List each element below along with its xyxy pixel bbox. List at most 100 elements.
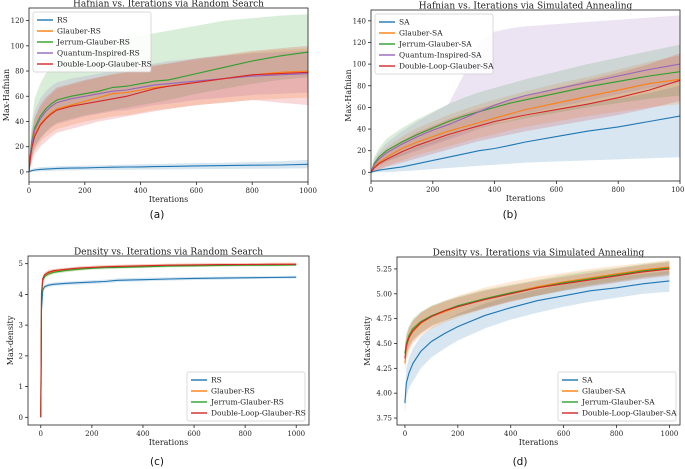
y-tick-label: 4.75 [376, 315, 392, 323]
x-axis-label: Iterations [149, 195, 189, 204]
legend-box [186, 371, 306, 422]
series-line-1 [40, 276, 297, 418]
chart-title: Hafnian vs. Iterations via Simulated Ann… [419, 2, 633, 12]
series-line-3 [40, 264, 297, 418]
legend: SA Glauber-SA Jerrum-Glauber-SA Double-Loop… [557, 371, 677, 422]
y-tick-label: 3 [19, 322, 23, 330]
y-tick-label: 5.00 [376, 290, 392, 298]
plot-frame [396, 256, 681, 426]
series-band-2 [29, 48, 308, 172]
series-line-3 [404, 267, 670, 354]
x-tick-label: 600 [187, 430, 200, 438]
legend-entry: SA [399, 18, 410, 27]
y-tick-label: 0 [362, 169, 366, 177]
x-tick-label: 0 [27, 187, 31, 195]
legend-entry: Double-Loop-Glauber-RS [211, 409, 306, 418]
series-line-4 [40, 263, 297, 418]
series-line-4 [404, 268, 670, 359]
x-tick-label: 800 [238, 430, 251, 438]
series-line-1 [404, 280, 670, 404]
x-tick-label: 1000 [671, 186, 685, 194]
y-tick-label: 40 [357, 126, 366, 134]
x-tick-label: 800 [610, 430, 623, 438]
legend-box [557, 371, 677, 422]
x-tick-label: 800 [612, 186, 625, 194]
legend-entry: Jerrum-Glauber-RS [56, 38, 130, 47]
x-tick-label: 1000 [661, 430, 679, 438]
series-band-3 [371, 44, 680, 173]
x-tick-label: 0 [403, 430, 407, 438]
chart-title: Hafnian vs. Iterations via Random Search [73, 0, 264, 10]
series-band-2 [371, 55, 680, 173]
series-band-4 [404, 262, 670, 369]
y-axis-label: Max-Hafnian [344, 69, 353, 121]
plot-frame [27, 255, 310, 426]
series-line-1 [371, 115, 680, 173]
legend: RS Glauber-RS Jerrum-Glauber-RS Quantum-Ins… [32, 11, 152, 73]
y-tick-label: 4.25 [376, 365, 392, 373]
x-tick-label: 0 [39, 430, 43, 438]
y-tick-label: 120 [353, 39, 366, 47]
series-line-4 [371, 63, 680, 173]
legend-entry: Jerrum-Glauber-SA [581, 398, 655, 407]
legend-entry: Glauber-RS [211, 387, 255, 396]
chart-panel-4: 0 200 400 600 800 1000 3.75 4.00 4.25 4.50 4.75 5.0… [363, 249, 681, 468]
legend-box [32, 11, 152, 73]
x-tick-label: 200 [78, 187, 91, 195]
series-line-3 [29, 51, 308, 172]
panel-caption: (b) [503, 209, 518, 221]
series-band-4 [371, 15, 680, 173]
series-line-3 [371, 71, 680, 173]
plot-frame [28, 7, 309, 183]
x-tick-label: 0 [369, 186, 373, 194]
y-axis-label: Max-density [6, 315, 15, 365]
chart-panel-2: 0 200 400 600 800 1000 0 20 40 60 80 100 120 140 Hafni… [344, 2, 685, 222]
x-tick-label: 400 [488, 186, 501, 194]
legend-entry: RS [57, 16, 68, 25]
y-tick-label: 80 [357, 82, 366, 90]
legend-entry: RS [211, 376, 222, 385]
y-tick-label: 100 [353, 61, 366, 69]
y-tick-label: 2 [19, 352, 23, 360]
y-tick-label: 20 [15, 143, 24, 151]
y-axis-label: Max-density [363, 316, 372, 366]
plot-area [371, 15, 680, 173]
chart-title: Density vs. Iterations via Random Search [74, 248, 263, 258]
y-tick-label: 80 [15, 68, 24, 76]
y-tick-label: 1 [19, 383, 23, 391]
chart-title: Density vs. Iterations via Simulated Ann… [433, 249, 645, 259]
x-tick-label: 800 [246, 187, 259, 195]
series-line-2 [371, 78, 680, 173]
x-tick-label: 200 [85, 430, 98, 438]
y-tick-label: 140 [353, 17, 366, 25]
y-tick-label: 60 [357, 104, 366, 112]
y-tick-label: 5 [19, 260, 23, 268]
plot-area [40, 262, 297, 418]
y-tick-label: 0 [19, 414, 23, 422]
y-tick-label: 120 [11, 17, 24, 25]
legend-box [374, 13, 494, 75]
x-tick-label: 200 [426, 186, 439, 194]
x-axis-label: Iterations [519, 438, 559, 447]
x-tick-label: 600 [550, 186, 563, 194]
chart-panel-1: 0 200 400 600 800 1000 0 20 40 60 80 100 120 Hafnian … [2, 0, 317, 221]
series-band-1 [404, 270, 670, 414]
y-tick-label: 3.75 [376, 415, 392, 423]
x-tick-label: 1000 [299, 187, 317, 195]
legend: SA Glauber-SA Jerrum-Glauber-SA Quantum-Ins… [374, 13, 494, 75]
x-tick-label: 600 [190, 187, 203, 195]
series-line-5 [29, 71, 308, 172]
x-axis-label: Iterations [149, 438, 189, 447]
x-axis-label: Iterations [506, 194, 546, 203]
legend-entry: Jerrum-Glauber-SA [398, 40, 472, 49]
legend-entry: Jerrum-Glauber-RS [210, 398, 284, 407]
y-tick-label: 4.00 [376, 390, 392, 398]
x-tick-label: 600 [557, 430, 570, 438]
legend-entry: Glauber-SA [399, 29, 443, 38]
y-tick-label: 20 [357, 147, 366, 155]
y-tick-label: 100 [11, 42, 24, 50]
y-tick-label: 0 [20, 168, 24, 176]
panel-caption: (c) [150, 456, 164, 468]
